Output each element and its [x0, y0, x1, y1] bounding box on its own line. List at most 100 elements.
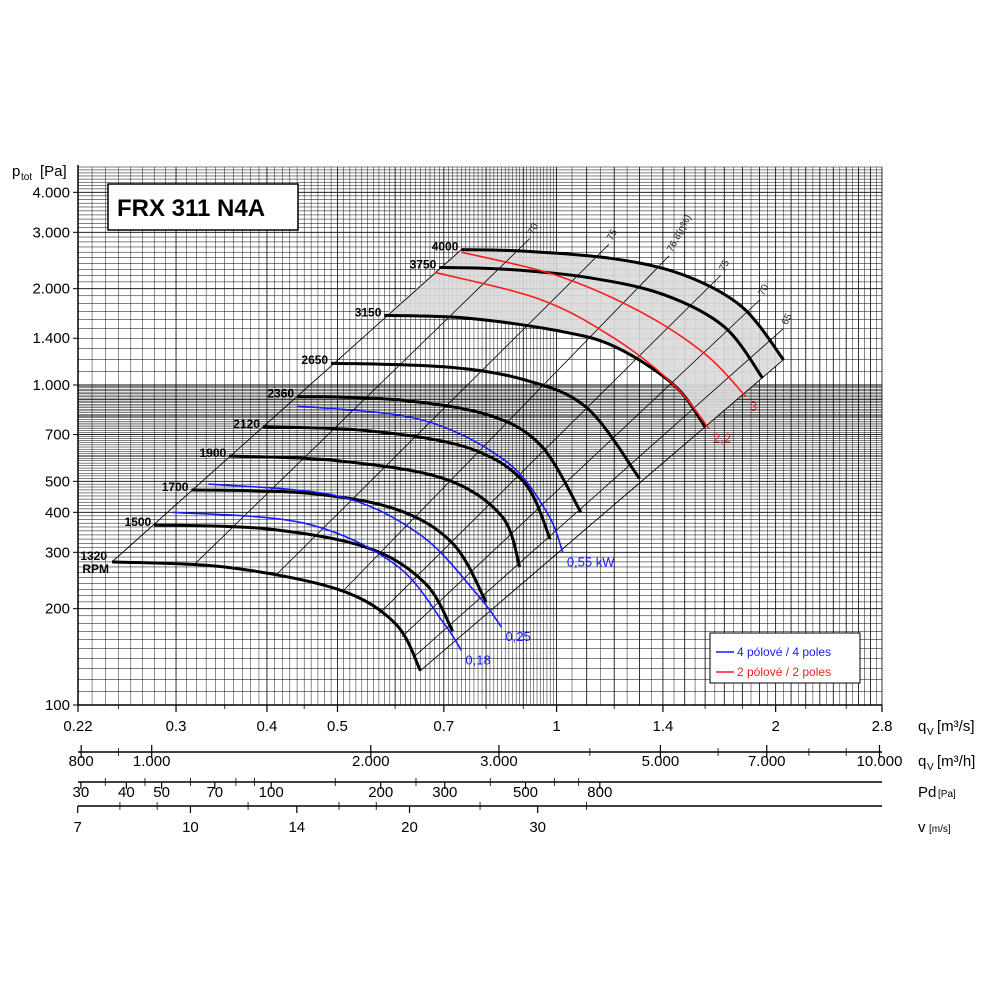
x-axis-m3h-tick-label: 7.000	[748, 753, 786, 770]
power-label-4pole: 0,18	[465, 653, 490, 668]
x-axis-m3s-tick-label: 2.8	[872, 718, 893, 735]
rpm-label: 1500	[125, 515, 152, 529]
x-axis-v-name: v	[918, 819, 926, 836]
power-curve-4pole	[172, 511, 463, 651]
x-axis-v-unit: [m/s]	[929, 824, 951, 835]
end-line	[420, 359, 784, 672]
y-tick-label: 4.000	[32, 184, 70, 201]
power-curve-2pole	[434, 271, 710, 430]
y-tick-label: 700	[45, 427, 70, 444]
power-label-4pole: 0,25	[505, 629, 530, 644]
rpm-label: RPM	[82, 562, 109, 576]
x-axis-m3h-tick-label: 3.000	[480, 753, 518, 770]
x-axis-v-tick-label: 10	[182, 819, 199, 836]
curves	[111, 248, 785, 672]
x-axis-m3h-tick-label: 10.000	[857, 753, 903, 770]
rpm-label: 3150	[355, 305, 382, 319]
y-axis-label-sub: tot	[21, 172, 32, 183]
efficiency-line	[341, 255, 670, 593]
x-axis-m3s-name-sub: V	[927, 727, 934, 738]
power-curve-2pole	[461, 251, 747, 398]
x-axis-m3h-tick-label: 5.000	[642, 753, 680, 770]
power-curve-4pole	[297, 405, 564, 553]
power-label-2pole: 2,2	[713, 431, 731, 446]
y-tick-label: 500	[45, 473, 70, 490]
axes: 100 200 300 400 500 700 1.000 1.400 2.000 3.000 4.…	[12, 163, 975, 836]
y-tick-label: 200	[45, 601, 70, 618]
x-axis-pd-tick-label: 300	[432, 784, 457, 801]
speed-curve-2360	[297, 395, 583, 514]
chart-title: FRX 311 N4A	[107, 183, 299, 231]
speed-curve-1900	[229, 454, 522, 568]
y-axis-label: p	[12, 163, 20, 180]
speed-curve-1500	[154, 523, 455, 633]
x-axis-pd-tick-label: 40	[118, 784, 135, 801]
x-axis-pd-unit: [Pa]	[938, 789, 956, 800]
x-axis-m3h-tick-label: 1.000	[133, 753, 171, 770]
x-axis-m3s-tick-label: 0.3	[166, 718, 187, 735]
x-axis-m3s-unit: [m³/s]	[937, 718, 975, 735]
x-axis-m3h-unit: [m³/h]	[937, 753, 975, 770]
x-axis-pd-tick-label: 50	[153, 784, 170, 801]
x-axis-m3s-tick-label: 2	[771, 718, 779, 735]
x-axis-v-tick-label: 30	[529, 819, 546, 836]
y-tick-label: 300	[45, 544, 70, 561]
speed-curve-1700	[191, 488, 488, 603]
speed-curve-2120	[262, 425, 552, 540]
x-axis-pd-tick-label: 100	[259, 784, 284, 801]
x-axis-pd-tick-label: 200	[368, 784, 393, 801]
x-axis-m3s-tick-label: 0.4	[257, 718, 278, 735]
y-tick-label: 2.000	[32, 281, 70, 298]
rpm-label: 2120	[233, 417, 260, 431]
x-axis-pd-tick-label: 500	[513, 784, 538, 801]
speed-curve-2650	[331, 361, 641, 480]
efficiency-label: 65	[780, 312, 795, 327]
efficiency-label: 75	[717, 258, 732, 273]
power-label-4pole: 0,55 kW	[567, 554, 615, 569]
speed-curve-4000	[461, 248, 785, 361]
rpm-label: 3750	[410, 257, 437, 271]
y-tick-label: 1.000	[32, 377, 70, 394]
grid	[77, 166, 883, 706]
efficiency-label: 70	[757, 282, 772, 297]
x-axis-m3s-tick-label: 0.22	[63, 718, 92, 735]
x-axis-v-tick-label: 14	[288, 819, 305, 836]
x-axis-m3s-name: q	[918, 718, 926, 735]
start-line	[111, 249, 462, 563]
rpm-label: 1700	[162, 480, 189, 494]
y-tick-label: 3.000	[32, 224, 70, 241]
rpm-label: 4000	[432, 240, 459, 254]
y-tick-label: 100	[45, 697, 70, 714]
efficiency-line	[274, 244, 610, 578]
legend-label-2pole: 2 pólové / 2 poles	[737, 665, 831, 679]
x-axis-m3h-tick-label: 800	[69, 753, 94, 770]
x-axis-pd-tick-label: 70	[206, 784, 223, 801]
speed-curve-1320-RPM	[111, 560, 422, 672]
x-axis-m3s-tick-label: 1	[552, 718, 560, 735]
efficiency-line	[413, 328, 784, 658]
x-axis-m3s-tick-label: 1.4	[652, 718, 673, 735]
efficiency-label: 70	[526, 221, 541, 236]
x-axis-m3h-tick-label: 2.000	[352, 753, 390, 770]
rpm-label: 1320	[80, 549, 107, 563]
y-tick-label: 400	[45, 504, 70, 521]
power-curve-4pole	[208, 483, 503, 628]
x-axis-m3s-tick-label: 0.7	[433, 718, 454, 735]
legend-label-4pole: 4 pólové / 4 poles	[737, 645, 831, 659]
x-axis-v-tick-label: 20	[401, 819, 418, 836]
operating-region	[111, 238, 784, 672]
power-label-2pole: 3	[750, 399, 757, 414]
x-axis-m3h-name-sub: V	[927, 762, 934, 773]
x-axis-m3s-tick-label: 0.5	[327, 718, 348, 735]
x-axis-pd-name: Pd	[918, 784, 936, 801]
efficiency-label: 75	[605, 227, 620, 242]
x-axis-pd-tick-label: 800	[587, 784, 612, 801]
rpm-label: 1900	[200, 446, 227, 460]
efficiency-line	[192, 238, 531, 566]
rpm-label: 2650	[301, 353, 328, 367]
chart-title-text: FRX 311 N4A	[117, 195, 265, 222]
efficiency-line	[401, 299, 761, 637]
speed-curve-3750	[439, 265, 764, 380]
y-tick-label: 1.400	[32, 330, 70, 347]
